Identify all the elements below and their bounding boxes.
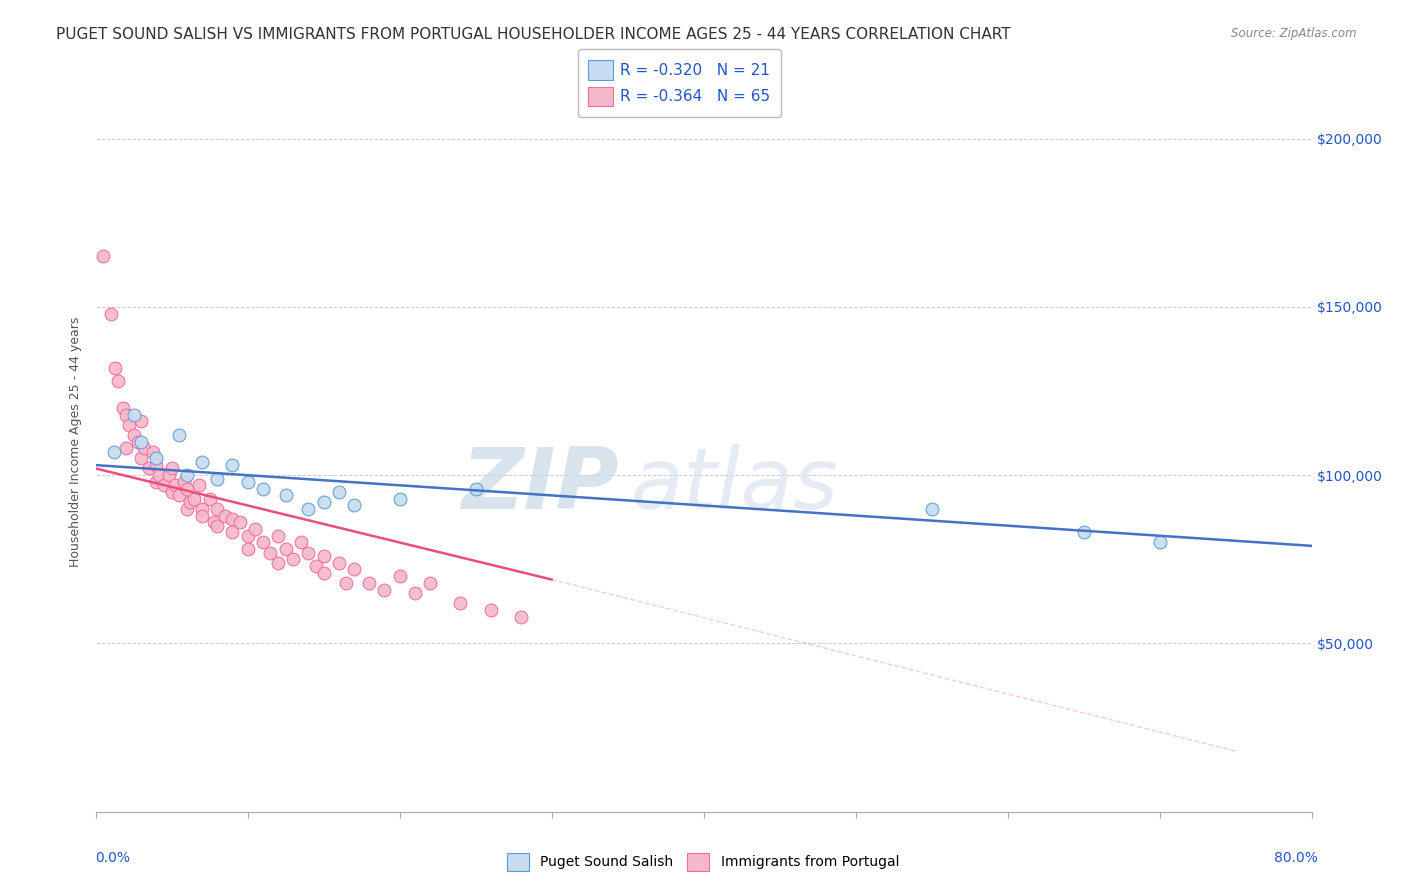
Point	[118, 417, 141, 432]
Point	[176, 482, 198, 496]
Point	[129, 434, 152, 449]
Point	[145, 475, 167, 489]
Point	[179, 495, 201, 509]
Point	[207, 501, 229, 516]
Point	[145, 451, 167, 466]
Point	[202, 516, 225, 530]
Point	[404, 586, 426, 600]
Point	[127, 434, 149, 449]
Point	[100, 307, 122, 321]
Point	[267, 556, 290, 570]
Point	[305, 559, 328, 574]
Point	[297, 501, 319, 516]
Point	[214, 508, 236, 523]
Point	[283, 552, 305, 566]
Point	[236, 529, 259, 543]
Point	[207, 471, 229, 485]
Point	[115, 442, 138, 456]
Point	[153, 478, 176, 492]
Point	[160, 461, 183, 475]
Point	[191, 455, 214, 469]
Point	[328, 485, 350, 500]
Point	[274, 488, 297, 502]
Point	[312, 566, 335, 580]
Point	[134, 442, 156, 456]
Point	[450, 596, 472, 610]
Point	[479, 603, 502, 617]
Point	[252, 535, 274, 549]
Point	[373, 582, 395, 597]
Point	[176, 468, 198, 483]
Point	[921, 501, 943, 516]
Point	[221, 512, 243, 526]
Point	[188, 478, 211, 492]
Point	[138, 461, 160, 475]
Point	[129, 414, 152, 428]
Text: ZIP: ZIP	[461, 444, 619, 527]
Point	[122, 427, 145, 442]
Point	[290, 535, 312, 549]
Point	[167, 427, 190, 442]
Point	[129, 451, 152, 466]
Point	[343, 499, 366, 513]
Point	[142, 444, 165, 458]
Point	[221, 525, 243, 540]
Point	[176, 501, 198, 516]
Legend: R = -0.320   N = 21, R = -0.364   N = 65: R = -0.320 N = 21, R = -0.364 N = 65	[578, 49, 782, 117]
Point	[221, 458, 243, 472]
Text: 0.0%: 0.0%	[96, 851, 131, 865]
Text: atlas: atlas	[631, 444, 839, 527]
Point	[259, 546, 281, 560]
Point	[207, 518, 229, 533]
Y-axis label: Householder Income Ages 25 - 44 years: Householder Income Ages 25 - 44 years	[69, 317, 82, 566]
Point	[163, 478, 186, 492]
Point	[267, 529, 290, 543]
Point	[160, 485, 183, 500]
Point	[236, 475, 259, 489]
Point	[388, 491, 411, 506]
Point	[335, 575, 357, 590]
Point	[1149, 535, 1171, 549]
Point	[183, 491, 205, 506]
Point	[148, 468, 170, 483]
Point	[198, 491, 221, 506]
Point	[157, 468, 180, 483]
Point	[359, 575, 381, 590]
Point	[510, 609, 533, 624]
Point	[103, 444, 125, 458]
Point	[107, 374, 129, 388]
Point	[274, 542, 297, 557]
Point	[236, 542, 259, 557]
Text: 80.0%: 80.0%	[1274, 851, 1317, 865]
Legend: Puget Sound Salish, Immigrants from Portugal: Puget Sound Salish, Immigrants from Port…	[502, 847, 904, 876]
Point	[464, 482, 486, 496]
Text: PUGET SOUND SALISH VS IMMIGRANTS FROM PORTUGAL HOUSEHOLDER INCOME AGES 25 - 44 Y: PUGET SOUND SALISH VS IMMIGRANTS FROM PO…	[56, 27, 1011, 42]
Point	[312, 549, 335, 563]
Point	[191, 501, 214, 516]
Point	[312, 495, 335, 509]
Point	[252, 482, 274, 496]
Point	[145, 458, 167, 472]
Point	[1073, 525, 1095, 540]
Point	[91, 250, 114, 264]
Point	[229, 516, 252, 530]
Point	[115, 408, 138, 422]
Point	[122, 408, 145, 422]
Point	[245, 522, 267, 536]
Point	[388, 569, 411, 583]
Text: Source: ZipAtlas.com: Source: ZipAtlas.com	[1232, 27, 1357, 40]
Point	[343, 562, 366, 576]
Point	[419, 575, 441, 590]
Point	[104, 360, 127, 375]
Point	[328, 556, 350, 570]
Point	[111, 401, 134, 415]
Point	[167, 488, 190, 502]
Point	[173, 475, 195, 489]
Point	[191, 508, 214, 523]
Point	[297, 546, 319, 560]
